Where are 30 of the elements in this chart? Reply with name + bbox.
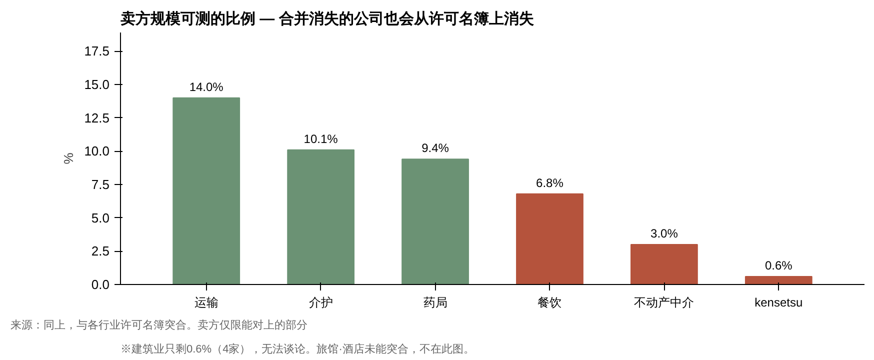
data-label: 3.0% [650, 226, 678, 240]
data-label: 14.0% [189, 80, 224, 94]
x-tick-label: kensetsu [754, 296, 803, 310]
x-tick-label: 餐饮 [538, 296, 562, 310]
text: ※建筑业只剩0.6%（4家），无法谈论。旅馆·酒店未能突合，不在此图。 [120, 342, 474, 356]
x-tick-label: 药局 [423, 296, 448, 310]
bar [172, 97, 240, 284]
y-tick-label: 5.0 [91, 210, 110, 226]
x-tick-label: 不动产中介 [634, 296, 694, 310]
y-tick-label: 12.5 [84, 110, 110, 126]
source-note: 来源：同上，与各行业许可名簿突合。卖方仅限能对上的部分 [10, 318, 308, 332]
bar [516, 193, 584, 284]
data-label: 9.4% [422, 141, 450, 156]
bar [630, 244, 698, 284]
y-tick-label: 10.0 [84, 144, 110, 159]
data-label: 6.8% [536, 176, 564, 190]
data-label: 0.6% [764, 258, 793, 272]
y-tick-label: 0.0 [91, 277, 110, 292]
y-tick-label: 15.0 [84, 77, 110, 92]
x-tick-label: 介护 [308, 296, 333, 310]
x-tick-label: 运输 [194, 296, 218, 310]
y-tick-label: 2.5 [91, 244, 110, 259]
y-axis-title: % [61, 152, 76, 164]
chart-title: 卖方规模可测的比例 — 合并消失的公司也会从许可名簿上消失 [120, 10, 534, 28]
y-tick-label: 7.5 [91, 177, 110, 192]
bar [287, 149, 354, 284]
data-label: 10.1% [304, 132, 338, 146]
y-tick-label: 17.5 [84, 44, 110, 59]
bar [402, 158, 469, 284]
bar [744, 276, 812, 284]
